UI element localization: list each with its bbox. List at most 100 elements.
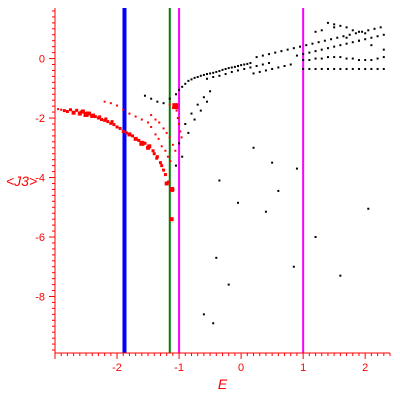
data-point	[326, 21, 329, 24]
data-point	[62, 109, 66, 113]
data-point	[146, 145, 151, 150]
data-point	[116, 104, 119, 107]
data-point	[199, 109, 202, 112]
data-point	[382, 56, 385, 59]
data-point	[155, 155, 159, 159]
data-point	[140, 118, 143, 121]
data-point	[205, 73, 208, 76]
data-point	[199, 74, 202, 77]
data-point	[178, 122, 181, 125]
data-point	[181, 85, 184, 88]
data-point	[264, 69, 267, 72]
x-tick-label: 0	[238, 362, 244, 374]
data-point	[261, 63, 264, 66]
data-point	[354, 32, 357, 35]
data-point	[237, 64, 240, 67]
data-point	[314, 236, 317, 239]
data-point	[166, 155, 169, 158]
data-point	[364, 32, 367, 35]
data-point	[261, 54, 264, 57]
data-point	[109, 102, 112, 105]
data-point	[357, 67, 360, 70]
data-point	[164, 149, 167, 152]
data-point	[137, 138, 141, 142]
data-point	[333, 23, 336, 26]
data-point	[364, 38, 367, 41]
data-point	[376, 67, 379, 70]
data-point	[280, 50, 283, 53]
data-point	[295, 54, 298, 57]
data-point	[151, 149, 155, 153]
vertical-lines	[122, 8, 305, 353]
y-tick-label: -8	[35, 291, 45, 303]
data-point	[75, 108, 79, 112]
data-point	[320, 57, 323, 60]
data-point	[274, 51, 277, 54]
data-point	[373, 27, 376, 30]
data-point	[168, 136, 171, 139]
data-point	[370, 36, 373, 39]
data-point	[154, 118, 157, 121]
data-point	[160, 164, 164, 168]
data-point	[252, 146, 255, 149]
data-point	[230, 66, 233, 69]
data-point	[308, 67, 311, 70]
data-point	[218, 70, 221, 73]
data-point	[237, 201, 240, 204]
data-point	[165, 131, 168, 134]
data-point	[243, 67, 246, 70]
data-point	[351, 41, 354, 44]
data-point	[187, 79, 190, 82]
data-point	[357, 30, 360, 33]
data-point	[379, 26, 382, 29]
black-series	[143, 21, 385, 325]
data-point	[330, 38, 333, 41]
data-point	[122, 108, 125, 111]
data-point	[345, 26, 348, 29]
data-point	[376, 35, 379, 38]
data-point	[243, 63, 246, 66]
data-point	[205, 100, 208, 103]
data-point	[180, 136, 183, 139]
data-point	[152, 152, 156, 156]
data-point	[131, 134, 135, 138]
data-point	[127, 132, 132, 137]
data-point	[69, 108, 73, 112]
data-point	[320, 29, 323, 32]
data-point	[311, 42, 314, 45]
data-point	[184, 82, 187, 85]
data-point	[133, 136, 138, 141]
data-point	[212, 71, 215, 74]
data-point	[345, 57, 348, 60]
data-point	[80, 109, 85, 114]
data-point	[162, 127, 165, 130]
data-point	[157, 137, 160, 140]
data-point	[314, 30, 317, 33]
data-point	[93, 115, 97, 119]
data-point	[339, 56, 342, 59]
data-point	[277, 66, 280, 69]
data-point	[154, 133, 157, 136]
data-point	[172, 103, 179, 110]
data-point	[162, 102, 165, 105]
data-point	[342, 35, 345, 38]
data-point	[246, 62, 249, 65]
data-point	[169, 160, 172, 163]
data-point	[174, 93, 177, 96]
data-point	[104, 117, 108, 121]
data-point	[190, 112, 193, 115]
data-point	[345, 42, 348, 45]
y-tick-label: -2	[35, 113, 45, 125]
data-point	[171, 187, 175, 191]
data-point	[168, 97, 171, 100]
data-point	[143, 94, 146, 97]
data-point	[333, 45, 336, 48]
data-point	[85, 111, 89, 115]
data-point	[158, 121, 161, 124]
data-point	[345, 36, 348, 39]
data-point	[339, 24, 342, 27]
data-point	[121, 129, 125, 133]
data-point	[57, 108, 60, 111]
data-point	[79, 110, 83, 114]
data-point	[271, 67, 274, 70]
